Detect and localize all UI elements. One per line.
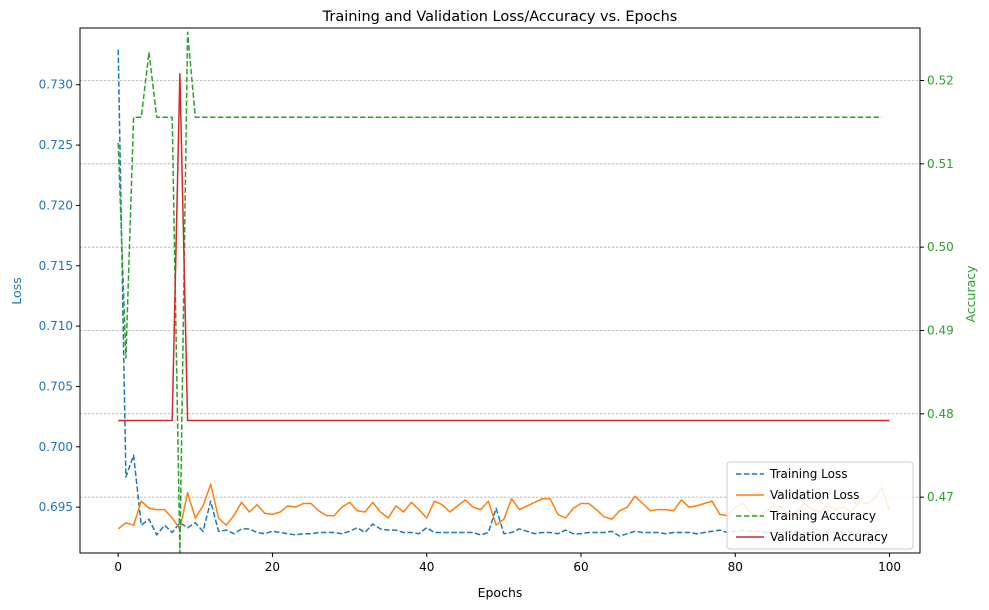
legend-label: Validation Accuracy xyxy=(770,530,888,544)
series-line-training-accuracy xyxy=(117,31,882,554)
left-y-axis-ticks: 0.695 0.700 0.705 0.710 0.715 0.720 0.725 0.730 xyxy=(39,78,80,514)
right-y-axis-ticks: 0.47 0.48 0.49 0.50 0.51 0.52 xyxy=(920,74,954,504)
grid-lines xyxy=(80,80,920,498)
right-y-tick-label: 0.48 xyxy=(927,407,954,421)
legend-box xyxy=(726,461,914,550)
left-y-tick-label: 0.700 xyxy=(39,440,73,454)
series-line-training-loss xyxy=(117,49,883,537)
left-y-tick-label: 0.705 xyxy=(39,379,73,393)
left-y-tick-label: 0.725 xyxy=(39,138,73,152)
right-y-tick-label: 0.49 xyxy=(927,324,954,338)
x-tick-label: 0 xyxy=(114,560,122,574)
left-y-tick-label: 0.695 xyxy=(39,500,73,514)
chart-title: Training and Validation Loss/Accuracy vs… xyxy=(322,9,678,25)
plot-frame xyxy=(79,27,921,554)
left-y-tick-label: 0.710 xyxy=(39,319,73,333)
left-y-tick-label: 0.715 xyxy=(39,259,73,273)
x-tick-label: 60 xyxy=(573,560,588,574)
series-line-validation-accuracy xyxy=(118,73,890,422)
left-y-tick-label: 0.720 xyxy=(39,198,73,212)
legend-label: Training Accuracy xyxy=(769,509,876,523)
right-y-tick-label: 0.51 xyxy=(927,157,954,171)
x-axis-label: Epochs xyxy=(478,585,523,600)
x-tick-label: 20 xyxy=(265,560,280,574)
right-y-axis-label: Accuracy xyxy=(963,265,978,323)
legend-label: Validation Loss xyxy=(770,488,859,502)
x-tick-label: 80 xyxy=(728,560,743,574)
x-tick-label: 100 xyxy=(878,560,901,574)
legend: Training Loss Validation Loss Training Acc… xyxy=(726,461,914,550)
legend-label: Training Loss xyxy=(769,467,847,481)
right-y-tick-label: 0.47 xyxy=(927,490,954,504)
right-y-tick-label: 0.52 xyxy=(927,74,954,88)
x-tick-label: 40 xyxy=(419,560,434,574)
left-y-tick-label: 0.730 xyxy=(39,78,73,92)
x-axis-ticks: 0 20 40 60 80 100 xyxy=(114,553,901,574)
right-y-tick-label: 0.50 xyxy=(927,240,954,254)
left-y-axis-label: Loss xyxy=(9,277,24,304)
